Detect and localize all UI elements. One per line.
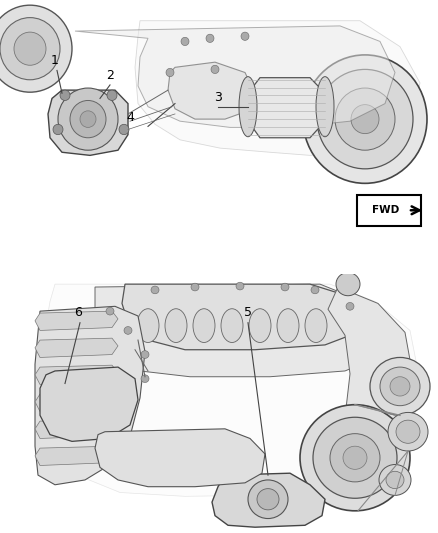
Polygon shape bbox=[168, 62, 255, 119]
Polygon shape bbox=[35, 306, 145, 485]
Text: 6: 6 bbox=[74, 306, 82, 319]
Circle shape bbox=[241, 32, 249, 41]
Circle shape bbox=[313, 417, 397, 498]
Circle shape bbox=[390, 377, 410, 396]
Ellipse shape bbox=[239, 77, 257, 137]
Polygon shape bbox=[122, 284, 365, 350]
Circle shape bbox=[141, 375, 149, 383]
Circle shape bbox=[191, 283, 199, 291]
Polygon shape bbox=[35, 392, 118, 411]
Circle shape bbox=[70, 101, 106, 138]
Circle shape bbox=[351, 104, 379, 134]
Circle shape bbox=[141, 351, 149, 358]
Circle shape bbox=[300, 405, 410, 511]
Polygon shape bbox=[40, 367, 138, 441]
Ellipse shape bbox=[316, 77, 334, 137]
Circle shape bbox=[336, 272, 360, 296]
Circle shape bbox=[60, 90, 70, 101]
Ellipse shape bbox=[193, 309, 215, 343]
Circle shape bbox=[380, 367, 420, 406]
Circle shape bbox=[335, 88, 395, 150]
Ellipse shape bbox=[221, 309, 243, 343]
Polygon shape bbox=[95, 284, 390, 377]
Polygon shape bbox=[40, 284, 418, 496]
Polygon shape bbox=[35, 419, 118, 439]
Polygon shape bbox=[35, 365, 118, 384]
Circle shape bbox=[151, 286, 159, 294]
Circle shape bbox=[396, 420, 420, 443]
Polygon shape bbox=[212, 473, 325, 527]
Circle shape bbox=[303, 55, 427, 183]
Text: 4: 4 bbox=[126, 111, 134, 124]
Circle shape bbox=[119, 124, 129, 135]
Circle shape bbox=[257, 489, 279, 510]
Circle shape bbox=[58, 88, 118, 150]
Circle shape bbox=[317, 69, 413, 169]
Text: 5: 5 bbox=[244, 306, 252, 319]
Circle shape bbox=[124, 327, 132, 334]
Circle shape bbox=[206, 34, 214, 43]
Circle shape bbox=[211, 65, 219, 74]
Text: 1: 1 bbox=[51, 54, 59, 67]
Circle shape bbox=[248, 480, 288, 519]
Text: FWD: FWD bbox=[372, 205, 399, 215]
Circle shape bbox=[388, 413, 428, 451]
Circle shape bbox=[80, 111, 96, 127]
Polygon shape bbox=[312, 287, 412, 480]
Circle shape bbox=[106, 308, 114, 315]
Polygon shape bbox=[48, 90, 128, 156]
Circle shape bbox=[330, 434, 380, 482]
Circle shape bbox=[281, 283, 289, 291]
Ellipse shape bbox=[137, 309, 159, 343]
Circle shape bbox=[236, 282, 244, 290]
Circle shape bbox=[166, 68, 174, 77]
Polygon shape bbox=[35, 311, 118, 330]
Circle shape bbox=[0, 18, 60, 80]
Circle shape bbox=[379, 465, 411, 495]
Circle shape bbox=[0, 5, 72, 92]
Polygon shape bbox=[35, 446, 118, 465]
Ellipse shape bbox=[165, 309, 187, 343]
Circle shape bbox=[370, 358, 430, 415]
Circle shape bbox=[311, 286, 319, 294]
Text: 2: 2 bbox=[106, 69, 114, 82]
Circle shape bbox=[181, 37, 189, 46]
FancyBboxPatch shape bbox=[357, 195, 421, 226]
Polygon shape bbox=[75, 26, 395, 127]
Ellipse shape bbox=[249, 309, 271, 343]
Text: 3: 3 bbox=[214, 91, 222, 103]
Polygon shape bbox=[35, 338, 118, 358]
Circle shape bbox=[14, 32, 46, 65]
Polygon shape bbox=[95, 429, 265, 487]
Ellipse shape bbox=[305, 309, 327, 343]
Polygon shape bbox=[248, 78, 325, 138]
Circle shape bbox=[343, 446, 367, 470]
Circle shape bbox=[386, 471, 404, 489]
Polygon shape bbox=[135, 21, 420, 156]
Ellipse shape bbox=[277, 309, 299, 343]
Circle shape bbox=[346, 302, 354, 310]
Circle shape bbox=[53, 124, 63, 135]
Circle shape bbox=[107, 90, 117, 101]
